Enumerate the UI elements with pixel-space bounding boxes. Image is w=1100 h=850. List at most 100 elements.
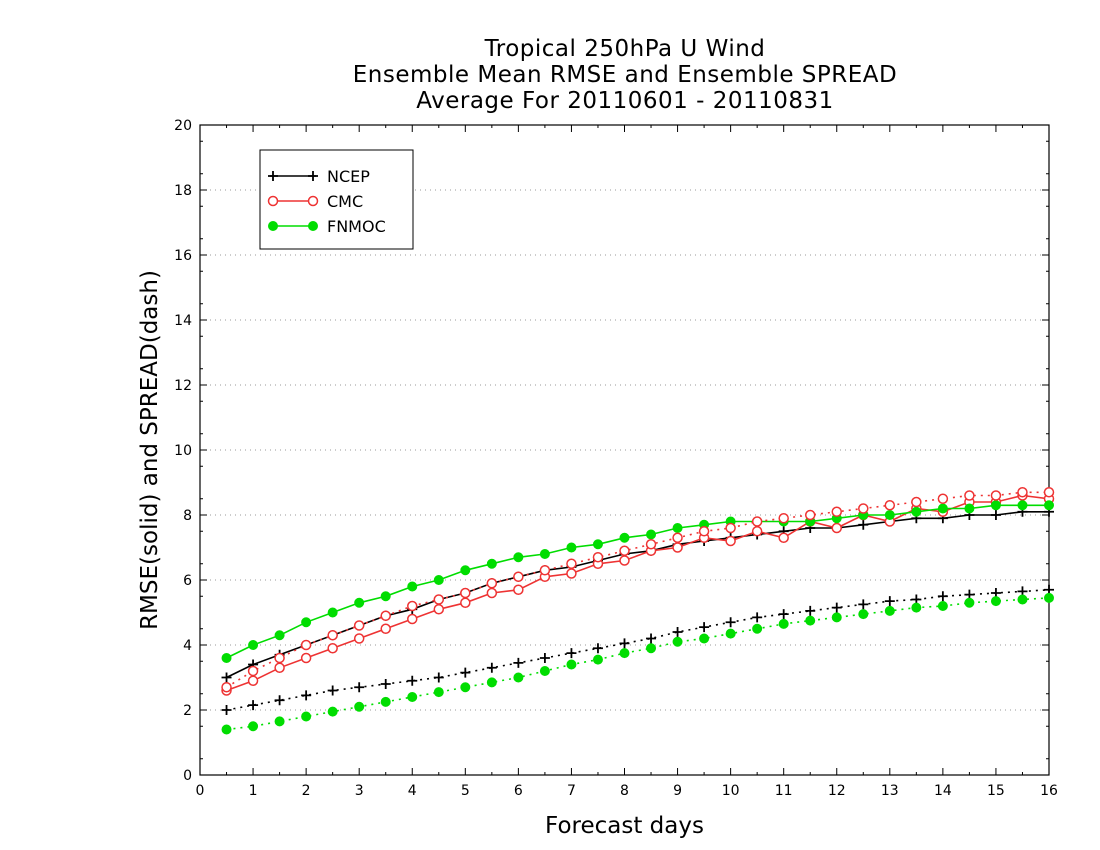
data-point <box>672 627 683 637</box>
data-point <box>486 662 497 673</box>
data-point <box>407 613 418 625</box>
data-point <box>831 522 842 534</box>
data-point <box>619 555 630 566</box>
y-tick-label: 18 <box>174 183 192 199</box>
x-tick-label: 1 <box>249 783 258 799</box>
y-tick-label: 6 <box>183 573 192 589</box>
data-point <box>1044 592 1054 603</box>
legend-marker <box>308 171 318 181</box>
x-tick-label: 12 <box>828 783 846 799</box>
data-point <box>433 575 444 585</box>
data-point <box>937 601 948 611</box>
data-point <box>672 532 683 543</box>
data-point <box>725 535 736 547</box>
data-point <box>592 552 604 563</box>
series-cmc-spread <box>221 487 1055 693</box>
data-point <box>353 633 365 644</box>
data-point <box>300 639 312 651</box>
data-point <box>937 503 948 514</box>
data-point <box>433 604 445 615</box>
x-tick-label: 15 <box>987 783 1005 799</box>
data-point <box>778 609 789 620</box>
data-point <box>805 615 816 626</box>
data-point <box>592 654 603 665</box>
data-point <box>699 633 710 644</box>
data-point <box>990 510 1001 520</box>
data-point <box>274 716 285 727</box>
data-point <box>539 565 551 576</box>
y-tick-label: 20 <box>174 118 192 134</box>
data-point <box>433 672 444 683</box>
legend-marker <box>308 221 318 231</box>
legend-marker <box>307 195 319 207</box>
x-tick-label: 8 <box>620 783 629 799</box>
data-point <box>354 597 365 608</box>
y-tick-label: 8 <box>183 508 192 524</box>
data-point <box>805 605 816 616</box>
x-tick-label: 4 <box>408 783 417 799</box>
data-point <box>884 605 895 616</box>
data-point <box>486 587 498 599</box>
series-line <box>226 494 1050 692</box>
data-point <box>646 529 657 540</box>
data-point <box>699 622 710 633</box>
data-point <box>274 652 285 664</box>
data-point <box>221 653 232 663</box>
legend-label: FNMOC <box>327 217 386 236</box>
data-point <box>672 542 683 553</box>
data-point <box>513 584 524 595</box>
data-point <box>725 522 736 534</box>
x-tick-label: 14 <box>934 783 952 799</box>
data-point <box>858 609 869 620</box>
data-point <box>221 672 232 683</box>
x-tick-label: 11 <box>775 783 793 799</box>
chart-title-line-2: Ensemble Mean RMSE and Ensemble SPREAD <box>352 62 898 88</box>
chart-title-line-1: Tropical 250hPa U Wind <box>484 36 766 62</box>
data-point <box>964 597 975 608</box>
data-point <box>354 682 365 693</box>
x-tick-label: 9 <box>673 783 682 799</box>
data-point <box>566 558 577 569</box>
data-point <box>698 526 710 537</box>
data-point <box>407 600 418 612</box>
data-point <box>646 643 657 654</box>
data-point <box>1017 500 1028 511</box>
data-point <box>937 591 948 602</box>
data-point <box>274 662 285 673</box>
data-point <box>486 558 497 569</box>
y-tick-label: 12 <box>174 378 192 394</box>
legend-marker <box>268 171 278 181</box>
data-point <box>513 657 524 668</box>
data-point <box>460 667 471 678</box>
data-point <box>884 500 896 511</box>
data-point <box>964 503 975 514</box>
data-point <box>433 594 445 605</box>
data-point <box>592 643 603 654</box>
data-point <box>248 640 259 650</box>
series-fnmoc-spread <box>221 592 1054 735</box>
x-tick-label: 0 <box>196 783 205 799</box>
x-tick-label: 10 <box>722 783 740 799</box>
data-point <box>300 652 312 664</box>
data-point <box>911 496 922 508</box>
data-point <box>751 526 763 537</box>
data-point <box>407 692 418 702</box>
data-point <box>460 597 471 608</box>
data-point <box>274 695 285 706</box>
data-point <box>1017 594 1028 605</box>
data-point <box>645 539 657 550</box>
y-tick-label: 10 <box>174 443 192 459</box>
data-point <box>752 623 763 634</box>
series-ncep-rmse <box>221 506 1054 683</box>
data-point <box>407 581 418 592</box>
data-point <box>327 706 338 717</box>
data-point <box>619 545 630 556</box>
data-point <box>460 587 471 599</box>
data-point <box>539 549 550 559</box>
data-point <box>248 700 259 711</box>
data-point <box>990 490 1002 501</box>
data-point <box>778 618 789 629</box>
data-point <box>539 666 550 676</box>
data-point <box>513 672 524 683</box>
